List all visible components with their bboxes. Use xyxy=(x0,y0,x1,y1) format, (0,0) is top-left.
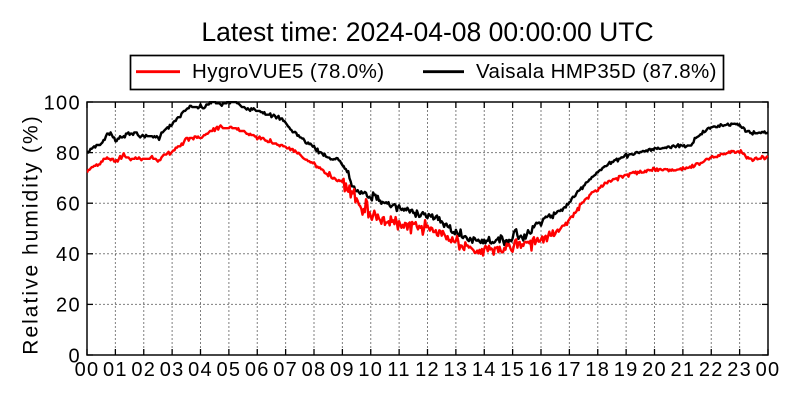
svg-text:19: 19 xyxy=(614,359,639,381)
svg-text:10: 10 xyxy=(358,359,383,381)
svg-text:100: 100 xyxy=(44,92,81,114)
svg-text:Latest time: 2024-04-08 00:00:: Latest time: 2024-04-08 00:00:00 UTC xyxy=(201,17,653,47)
svg-text:09: 09 xyxy=(330,359,355,381)
svg-text:00: 00 xyxy=(756,359,781,381)
svg-text:13: 13 xyxy=(443,359,468,381)
svg-text:01: 01 xyxy=(103,359,128,381)
svg-text:60: 60 xyxy=(56,194,81,216)
svg-text:Vaisala HMP35D (87.8%): Vaisala HMP35D (87.8%) xyxy=(476,60,717,83)
svg-text:11: 11 xyxy=(387,359,410,381)
svg-text:03: 03 xyxy=(160,359,185,381)
svg-text:08: 08 xyxy=(302,359,327,381)
svg-text:05: 05 xyxy=(216,359,241,381)
svg-text:04: 04 xyxy=(188,359,213,381)
svg-text:18: 18 xyxy=(585,359,610,381)
svg-text:40: 40 xyxy=(56,244,81,266)
svg-text:17: 17 xyxy=(557,359,582,381)
svg-text:12: 12 xyxy=(415,359,440,381)
svg-text:20: 20 xyxy=(56,295,81,317)
svg-text:80: 80 xyxy=(56,143,81,165)
svg-text:06: 06 xyxy=(245,359,270,381)
svg-text:15: 15 xyxy=(500,359,525,381)
svg-text:02: 02 xyxy=(131,359,156,381)
svg-text:23: 23 xyxy=(727,359,752,381)
svg-text:21: 21 xyxy=(670,359,695,381)
svg-text:0: 0 xyxy=(68,345,80,367)
svg-text:HygroVUE5 (78.0%): HygroVUE5 (78.0%) xyxy=(192,60,385,83)
svg-text:07: 07 xyxy=(273,359,298,381)
svg-text:Relative humidity (%): Relative humidity (%) xyxy=(20,114,43,354)
svg-text:22: 22 xyxy=(699,359,724,381)
svg-text:00: 00 xyxy=(75,359,100,381)
svg-text:16: 16 xyxy=(529,359,554,381)
svg-text:14: 14 xyxy=(472,359,497,381)
svg-text:20: 20 xyxy=(642,359,667,381)
